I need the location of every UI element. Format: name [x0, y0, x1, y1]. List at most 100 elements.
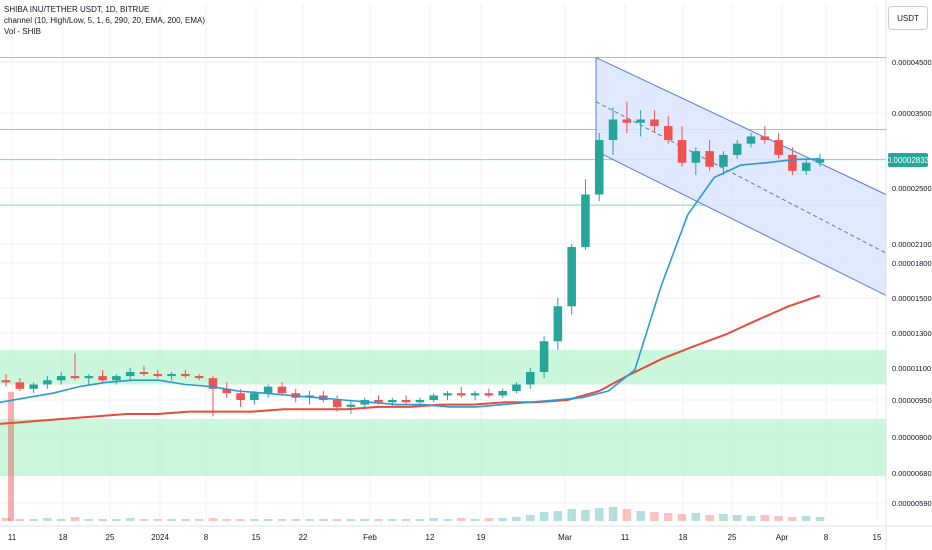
volume-bar	[388, 519, 397, 521]
volume-bar	[719, 514, 728, 521]
volume-bar	[346, 519, 356, 521]
volume-bar	[732, 515, 742, 521]
time-tick-label: 15	[873, 533, 882, 542]
candle-body	[705, 151, 714, 167]
volume-bar	[70, 517, 80, 521]
price-tick-label: 0.00001300	[892, 329, 932, 338]
volume-bar	[705, 515, 714, 521]
price-tick-label: 0.00001500	[892, 294, 932, 303]
volume-bar	[581, 510, 590, 521]
volume-bar	[594, 508, 604, 521]
candle-body	[167, 374, 176, 377]
time-tick-label: 18	[59, 533, 68, 542]
price-axis: 0.00004500 0.00003500 0.00002500 0.00002100…	[885, 0, 932, 550]
volume-bar	[429, 518, 438, 521]
time-tick-label: Mar	[558, 533, 572, 542]
volume-bar	[691, 513, 701, 521]
candle-body	[429, 395, 438, 400]
volume-bar	[167, 519, 176, 521]
volume-bar	[8, 392, 14, 521]
regression-channel	[595, 57, 887, 296]
candle-body	[608, 119, 618, 141]
volume-bar	[277, 519, 287, 521]
volume-bar	[222, 519, 232, 521]
candle-body	[581, 194, 590, 247]
volume-bar	[470, 519, 480, 521]
volume-bar	[650, 512, 659, 521]
price-tick-label: 0.00000590	[892, 499, 932, 508]
currency-button[interactable]: USDT	[888, 6, 928, 30]
candle-body	[346, 404, 356, 407]
candle-body	[677, 140, 687, 163]
candle-body	[125, 372, 135, 377]
volume-bar	[415, 519, 425, 521]
price-tick-label: 0.00004500	[892, 58, 932, 67]
price-tick-label: 0.00000800	[892, 433, 932, 442]
volume-bar	[525, 515, 535, 521]
candle-body	[788, 154, 797, 171]
volume-bar	[622, 509, 632, 521]
volume-bar	[194, 519, 204, 521]
chart-legend: SHIBA INU/TETHER USDT, 1D, BITRUE channe…	[4, 4, 205, 37]
demand-zone	[0, 418, 886, 477]
time-tick-label: 25	[728, 533, 737, 542]
candle-body	[250, 393, 259, 400]
candle-body	[650, 119, 659, 127]
candle-body	[815, 158, 825, 163]
candle-body	[194, 376, 204, 379]
time-tick-label: 11	[8, 533, 17, 542]
volume-bar	[553, 511, 563, 521]
candle-body	[636, 119, 645, 123]
volume-bar	[319, 519, 328, 521]
volume-bar	[112, 519, 121, 521]
volume-bar	[801, 516, 811, 521]
time-tick-label: 8	[204, 533, 209, 542]
candle-body	[139, 372, 149, 375]
volume-bar	[236, 519, 245, 521]
candle-body	[222, 388, 232, 394]
time-tick-label: 22	[299, 533, 308, 542]
candle-body	[112, 376, 121, 381]
volume-bars	[1, 392, 825, 521]
price-tick-label: 0.00000680	[892, 469, 932, 478]
candle-body	[470, 393, 480, 396]
time-tick-label: Apr	[776, 533, 789, 542]
volume-bar	[374, 519, 383, 521]
candle-body	[277, 386, 287, 394]
volume-bar	[760, 515, 770, 521]
candle-body	[29, 384, 38, 389]
candle-body	[332, 400, 342, 407]
candle-body	[15, 382, 25, 389]
ema20-line	[0, 158, 821, 408]
candle-body	[236, 393, 245, 400]
candle-body	[746, 136, 756, 144]
volume-bar	[401, 519, 411, 521]
channel-fill	[596, 57, 886, 296]
volume-bar	[29, 519, 38, 521]
price-tick-label: 0.00003500	[892, 109, 932, 118]
volume-bar	[15, 519, 25, 521]
volume-bar	[43, 518, 52, 521]
candle-body	[84, 376, 94, 379]
symbol-title: SHIBA INU/TETHER USDT, 1D, BITRUE	[4, 5, 150, 14]
candle-body	[663, 126, 673, 141]
channel-upper-line	[595, 57, 887, 195]
time-tick-label: 18	[679, 533, 688, 542]
demand-zone	[0, 349, 886, 385]
volume-bar	[153, 519, 163, 521]
candle-body	[208, 378, 218, 389]
volume-bar	[250, 519, 259, 521]
channel-middle-line	[595, 101, 887, 254]
candle-body	[553, 306, 563, 342]
price-tick-label: 0.00002100	[892, 240, 932, 249]
candle-body	[594, 140, 604, 195]
candle-body	[98, 376, 107, 381]
volume-bar	[56, 519, 66, 521]
ema200-line	[0, 294, 821, 425]
volume-bar	[636, 511, 645, 521]
candle-body	[153, 374, 163, 377]
volume-bar	[305, 519, 314, 521]
candle-body	[622, 119, 632, 123]
time-tick-label: 15	[252, 533, 261, 542]
